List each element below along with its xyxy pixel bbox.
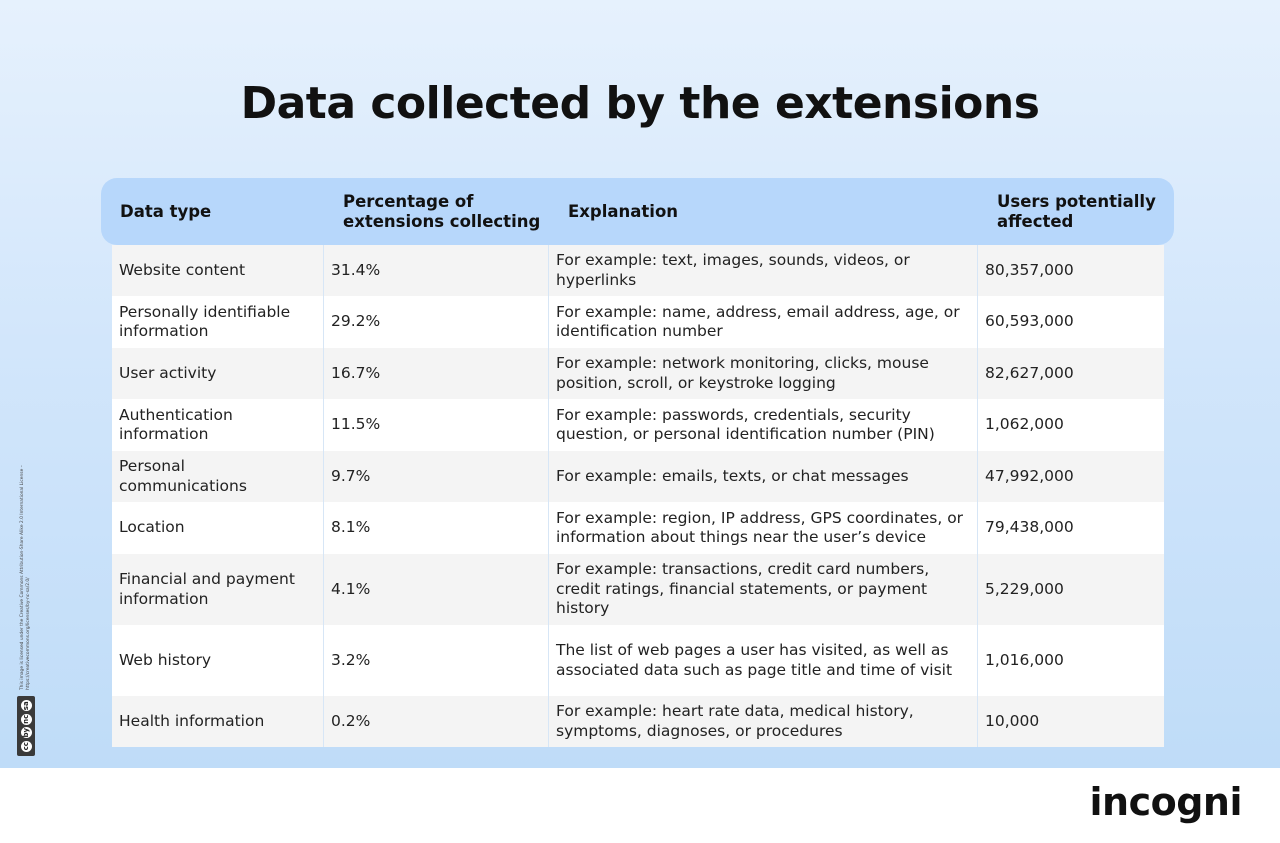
license-notice: cc by nc sa This image is licensed under… (6, 400, 46, 756)
footer: incogni (0, 768, 1280, 843)
cell-explanation: For example: emails, texts, or chat mess… (549, 451, 978, 502)
cell-data-type: Website content (112, 245, 324, 296)
cell-data-type: Health information (112, 696, 324, 747)
header-users: Users potentially affected (997, 191, 1156, 231)
table-row: Authentication information 11.5% For exa… (112, 399, 1164, 451)
cell-data-type: Authentication information (112, 399, 324, 451)
table-header-row: Data type Percentage of extensions colle… (101, 178, 1174, 245)
header-data-type: Data type (120, 201, 212, 221)
cell-explanation: For example: network monitoring, clicks,… (549, 348, 978, 399)
cell-users: 10,000 (985, 711, 1040, 730)
cell-explanation: The list of web pages a user has visited… (549, 625, 978, 696)
cell-data-type: User activity (112, 348, 324, 399)
cell-percentage: 11.5% (324, 399, 549, 451)
creative-commons-icon: cc by nc sa (17, 696, 35, 756)
cell-percentage: 3.2% (324, 625, 549, 696)
cell-data-type: Location (112, 502, 324, 554)
attribution-icon: by (20, 727, 32, 739)
table-row: Personal communications 9.7% For example… (112, 451, 1164, 502)
cell-data-type: Web history (112, 625, 324, 696)
cell-percentage: 8.1% (324, 502, 549, 554)
cc-icon: cc (20, 740, 32, 752)
cell-users: 80,357,000 (985, 260, 1074, 279)
brand-logo: incogni (1089, 780, 1243, 824)
header-percentage: Percentage of extensions collecting (343, 191, 541, 231)
cell-explanation: For example: passwords, credentials, sec… (549, 399, 978, 451)
cell-explanation: For example: name, address, email addres… (549, 296, 978, 348)
cell-data-type: Financial and payment information (112, 554, 324, 625)
table-row: Health information 0.2% For example: hea… (112, 696, 1164, 747)
cell-percentage: 29.2% (324, 296, 549, 348)
cell-users: 79,438,000 (985, 518, 1074, 537)
cell-users: 1,016,000 (985, 650, 1064, 669)
table-row: Financial and payment information 4.1% F… (112, 554, 1164, 625)
cell-users: 1,062,000 (985, 415, 1064, 434)
data-table: Data type Percentage of extensions colle… (101, 178, 1174, 747)
cell-users: 47,992,000 (985, 466, 1074, 485)
cell-percentage: 9.7% (324, 451, 549, 502)
cell-percentage: 16.7% (324, 348, 549, 399)
cell-explanation: For example: text, images, sounds, video… (549, 245, 978, 296)
cell-percentage: 0.2% (324, 696, 549, 747)
table-row: User activity 16.7% For example: network… (112, 348, 1164, 399)
cell-percentage: 4.1% (324, 554, 549, 625)
share-alike-icon: sa (20, 700, 32, 712)
cell-users: 5,229,000 (985, 579, 1064, 598)
table-row: Web history 3.2% The list of web pages a… (112, 625, 1164, 696)
table-row: Website content 31.4% For example: text,… (112, 245, 1164, 296)
infographic-canvas: Data collected by the extensions Data ty… (0, 0, 1280, 768)
table-row: Location 8.1% For example: region, IP ad… (112, 502, 1164, 554)
cell-percentage: 31.4% (324, 245, 549, 296)
header-explanation: Explanation (568, 201, 679, 221)
table-row: Personally identifiable information 29.2… (112, 296, 1164, 348)
cell-users: 82,627,000 (985, 363, 1074, 382)
cell-users: 60,593,000 (985, 312, 1074, 331)
cell-data-type: Personal communications (112, 451, 324, 502)
noncommercial-icon: nc (20, 713, 32, 725)
license-text: This image is licensed under the Creativ… (20, 465, 31, 690)
cell-data-type: Personally identifiable information (112, 296, 324, 348)
cell-explanation: For example: region, IP address, GPS coo… (549, 502, 978, 554)
cell-explanation: For example: transactions, credit card n… (549, 554, 978, 625)
table-body: Website content 31.4% For example: text,… (112, 245, 1164, 747)
page-title: Data collected by the extensions (240, 78, 1040, 129)
cell-explanation: For example: heart rate data, medical hi… (549, 696, 978, 747)
